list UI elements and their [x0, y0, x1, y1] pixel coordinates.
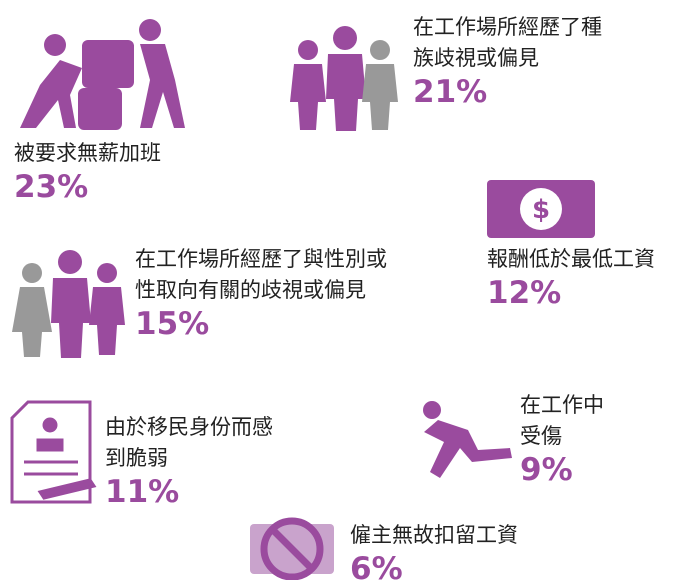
stat-label: 族歧視或偏見: [413, 46, 539, 70]
stat-value: 23%: [14, 169, 89, 205]
gender-people-icon: [12, 250, 125, 358]
stat-item: 報酬低於最低工資 12%: [487, 244, 655, 311]
stat-value: 6%: [350, 551, 403, 587]
stat-label: 性取向有關的歧視或偏見: [135, 278, 366, 302]
stat-label: 受傷: [520, 424, 562, 448]
injury-icon: [423, 401, 512, 478]
stat-value: 12%: [487, 275, 562, 311]
stat-label: 在工作中: [520, 393, 604, 417]
stat-item: 僱主無故扣留工資 6%: [350, 520, 518, 587]
withheld-wages-icon: [250, 517, 334, 580]
stat-label: 報酬低於最低工資: [487, 247, 655, 271]
stat-label: 僱主無故扣留工資: [350, 523, 518, 547]
money-icon: $: [487, 180, 595, 238]
stat-item: 在工作場所經歷了與性別或 性取向有關的歧視或偏見 15%: [135, 244, 387, 342]
stat-item: 在工作中受傷 9%: [520, 390, 604, 488]
stat-value: 15%: [135, 306, 210, 342]
stat-label: 在工作場所經歷了與性別或: [135, 247, 387, 271]
race-people-icon: [290, 26, 398, 131]
document-icon: [10, 400, 97, 504]
svg-text:$: $: [532, 195, 550, 225]
stat-item: 被要求無薪加班 23%: [14, 138, 161, 205]
stat-label: 由於移民身份而感: [105, 415, 273, 439]
stat-value: 9%: [520, 452, 573, 488]
stat-item: 在工作場所經歷了種 族歧視或偏見 21%: [413, 12, 602, 110]
stat-value: 21%: [413, 74, 488, 110]
overtime-icon: [20, 19, 185, 130]
stat-label: 到脆弱: [105, 446, 168, 470]
stat-label: 在工作場所經歷了種: [413, 15, 602, 39]
stat-label: 被要求無薪加班: [14, 141, 161, 165]
stat-item: 由於移民身份而感 到脆弱 11%: [105, 412, 273, 510]
stat-value: 11%: [105, 474, 180, 510]
